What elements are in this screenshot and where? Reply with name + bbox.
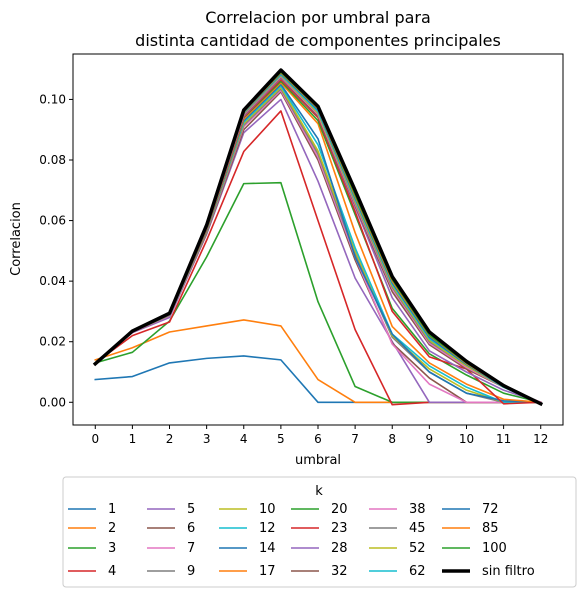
series-line-11 (94, 81, 542, 404)
legend-label-10: 14 (259, 541, 276, 556)
x-axis-label: umbral (295, 453, 341, 468)
x-tick-label-7: 7 (351, 432, 359, 446)
legend-label-20: 72 (482, 502, 499, 517)
legend-label-12: 20 (331, 502, 348, 517)
legend-label-23: sin filtro (482, 564, 535, 579)
series-line-9 (94, 85, 542, 404)
y-tick-label-0: 0.00 (39, 395, 66, 409)
y-axis-ticks: 0.00 0.02 0.04 0.06 0.08 0.10 (39, 92, 73, 409)
legend-label-5: 6 (187, 521, 195, 536)
legend-label-7: 9 (187, 564, 195, 579)
series-line-10 (94, 83, 542, 404)
legend-frame (62, 476, 577, 588)
y-tick-label-5: 0.10 (39, 92, 66, 106)
legend-label-13: 23 (331, 521, 348, 536)
y-tick-label-1: 0.02 (39, 335, 66, 349)
x-tick-label-10: 10 (459, 432, 474, 446)
chart-title-line-1: Correlacion por umbral para (205, 8, 431, 27)
x-tick-label-12: 12 (533, 432, 548, 446)
legend-label-19: 62 (409, 564, 426, 579)
legend-label-16: 38 (409, 502, 426, 517)
x-tick-label-8: 8 (388, 432, 396, 446)
x-tick-label-3: 3 (203, 432, 211, 446)
x-tick-label-4: 4 (240, 432, 248, 446)
legend-label-2: 3 (108, 541, 116, 556)
x-axis-ticks: 0 1 2 3 4 5 6 7 8 9 10 11 12 (91, 425, 548, 446)
y-tick-label-2: 0.04 (39, 274, 66, 288)
legend-label-1: 2 (108, 521, 116, 536)
legend-label-18: 52 (409, 541, 426, 556)
x-tick-label-5: 5 (277, 432, 285, 446)
legend-label-17: 45 (409, 521, 426, 536)
series-line-6 (94, 89, 542, 404)
series-line-23 (92, 68, 544, 407)
x-tick-label-6: 6 (314, 432, 322, 446)
legend-label-6: 7 (187, 541, 195, 556)
x-tick-label-11: 11 (496, 432, 511, 446)
series-line-13 (94, 78, 542, 405)
legend-label-9: 12 (259, 521, 276, 536)
chart-title-line-2: distinta cantidad de componentes princip… (135, 31, 501, 50)
y-tick-label-4: 0.08 (39, 153, 66, 167)
legend-title: k (315, 484, 323, 499)
legend-label-3: 4 (108, 564, 116, 579)
legend: k 12345679101214172023283238455262728510… (62, 476, 577, 588)
series-line-14 (94, 77, 542, 404)
x-tick-label-2: 2 (166, 432, 174, 446)
legend-label-15: 32 (331, 564, 348, 579)
legend-label-4: 5 (187, 502, 195, 517)
x-tick-label-0: 0 (91, 432, 99, 446)
legend-label-14: 28 (331, 541, 348, 556)
series-layer (92, 68, 544, 407)
series-line-8 (94, 86, 542, 404)
y-tick-label-3: 0.06 (39, 214, 66, 228)
legend-label-8: 10 (259, 502, 276, 517)
series-line-12 (94, 80, 542, 404)
series-line-15 (94, 76, 542, 404)
legend-label-21: 85 (482, 521, 499, 536)
x-tick-label-9: 9 (426, 432, 434, 446)
x-tick-label-1: 1 (129, 432, 137, 446)
legend-label-22: 100 (482, 541, 507, 556)
legend-label-11: 17 (259, 564, 276, 579)
legend-label-0: 1 (108, 502, 116, 517)
y-axis-label: Correlacion (9, 202, 24, 276)
series-line-7 (94, 88, 542, 404)
